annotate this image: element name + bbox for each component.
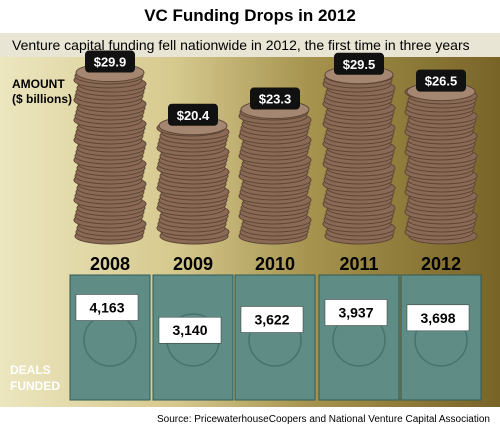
deals-tile: [234, 274, 316, 401]
deals-value-label: 4,163: [89, 299, 124, 315]
chart-title: VC Funding Drops in 2012: [144, 6, 356, 25]
amount-label-bg: [168, 103, 218, 126]
amount-label-line2: ($ billions): [12, 92, 72, 106]
coin-stack-bar: [322, 65, 396, 245]
coin-stack-bar: [404, 82, 478, 245]
column-2008: $29.9 2008 4,163: [69, 50, 151, 401]
amount-value-label: $29.9: [94, 55, 127, 70]
deals-label-line2: FUNDED: [10, 379, 60, 393]
deals-value-label: 3,698: [420, 310, 455, 326]
deals-value-label: 3,622: [254, 312, 289, 328]
amount-value-label: $23.3: [259, 92, 292, 107]
year-label: 2011: [339, 254, 378, 274]
deals-tile: [318, 274, 400, 401]
year-label: 2010: [255, 254, 295, 274]
year-label: 2008: [90, 254, 130, 274]
amount-value-label: $20.4: [177, 108, 210, 123]
amount-value-label: $26.5: [425, 74, 458, 89]
amount-value-label: $29.5: [343, 57, 376, 72]
amount-label-bg: [334, 52, 384, 75]
deals-value-box: [158, 316, 222, 344]
deals-label-line1: DEALS: [10, 363, 51, 377]
chart-subtitle: Venture capital funding fell nationwide …: [0, 33, 500, 57]
column-2012: $26.5 2012 3,698: [400, 69, 482, 401]
deals-value-box: [324, 299, 388, 326]
deals-value-box: [240, 306, 304, 333]
amount-label-line1: AMOUNT: [12, 77, 65, 91]
amount-axis-label: AMOUNT ($ billions): [12, 77, 72, 107]
deals-value-label: 3,140: [172, 322, 207, 338]
deals-tile: [69, 274, 151, 401]
year-label: 2009: [173, 254, 213, 274]
amount-label-bg: [85, 50, 135, 73]
deals-value-box: [406, 304, 470, 332]
deals-value-label: 3,937: [338, 305, 373, 321]
deals-value-box: [75, 294, 139, 321]
coin-stack-bar: [73, 63, 147, 245]
year-label: 2012: [421, 254, 461, 274]
coin-stack-bar: [238, 100, 312, 245]
source-note: Source: PricewaterhouseCoopers and Natio…: [157, 414, 490, 425]
deals-tile: [400, 274, 482, 401]
coin-stack-bar: [156, 116, 230, 245]
amount-label-bg: [416, 69, 466, 92]
column-2009: $20.4 2009 3,140: [152, 103, 234, 401]
amount-label-bg: [250, 87, 300, 110]
column-2011: $29.5 2011 3,937: [318, 52, 400, 401]
deals-axis-label: DEALS FUNDED: [10, 362, 60, 394]
column-2010: $23.3 2010 3,622: [234, 87, 316, 401]
